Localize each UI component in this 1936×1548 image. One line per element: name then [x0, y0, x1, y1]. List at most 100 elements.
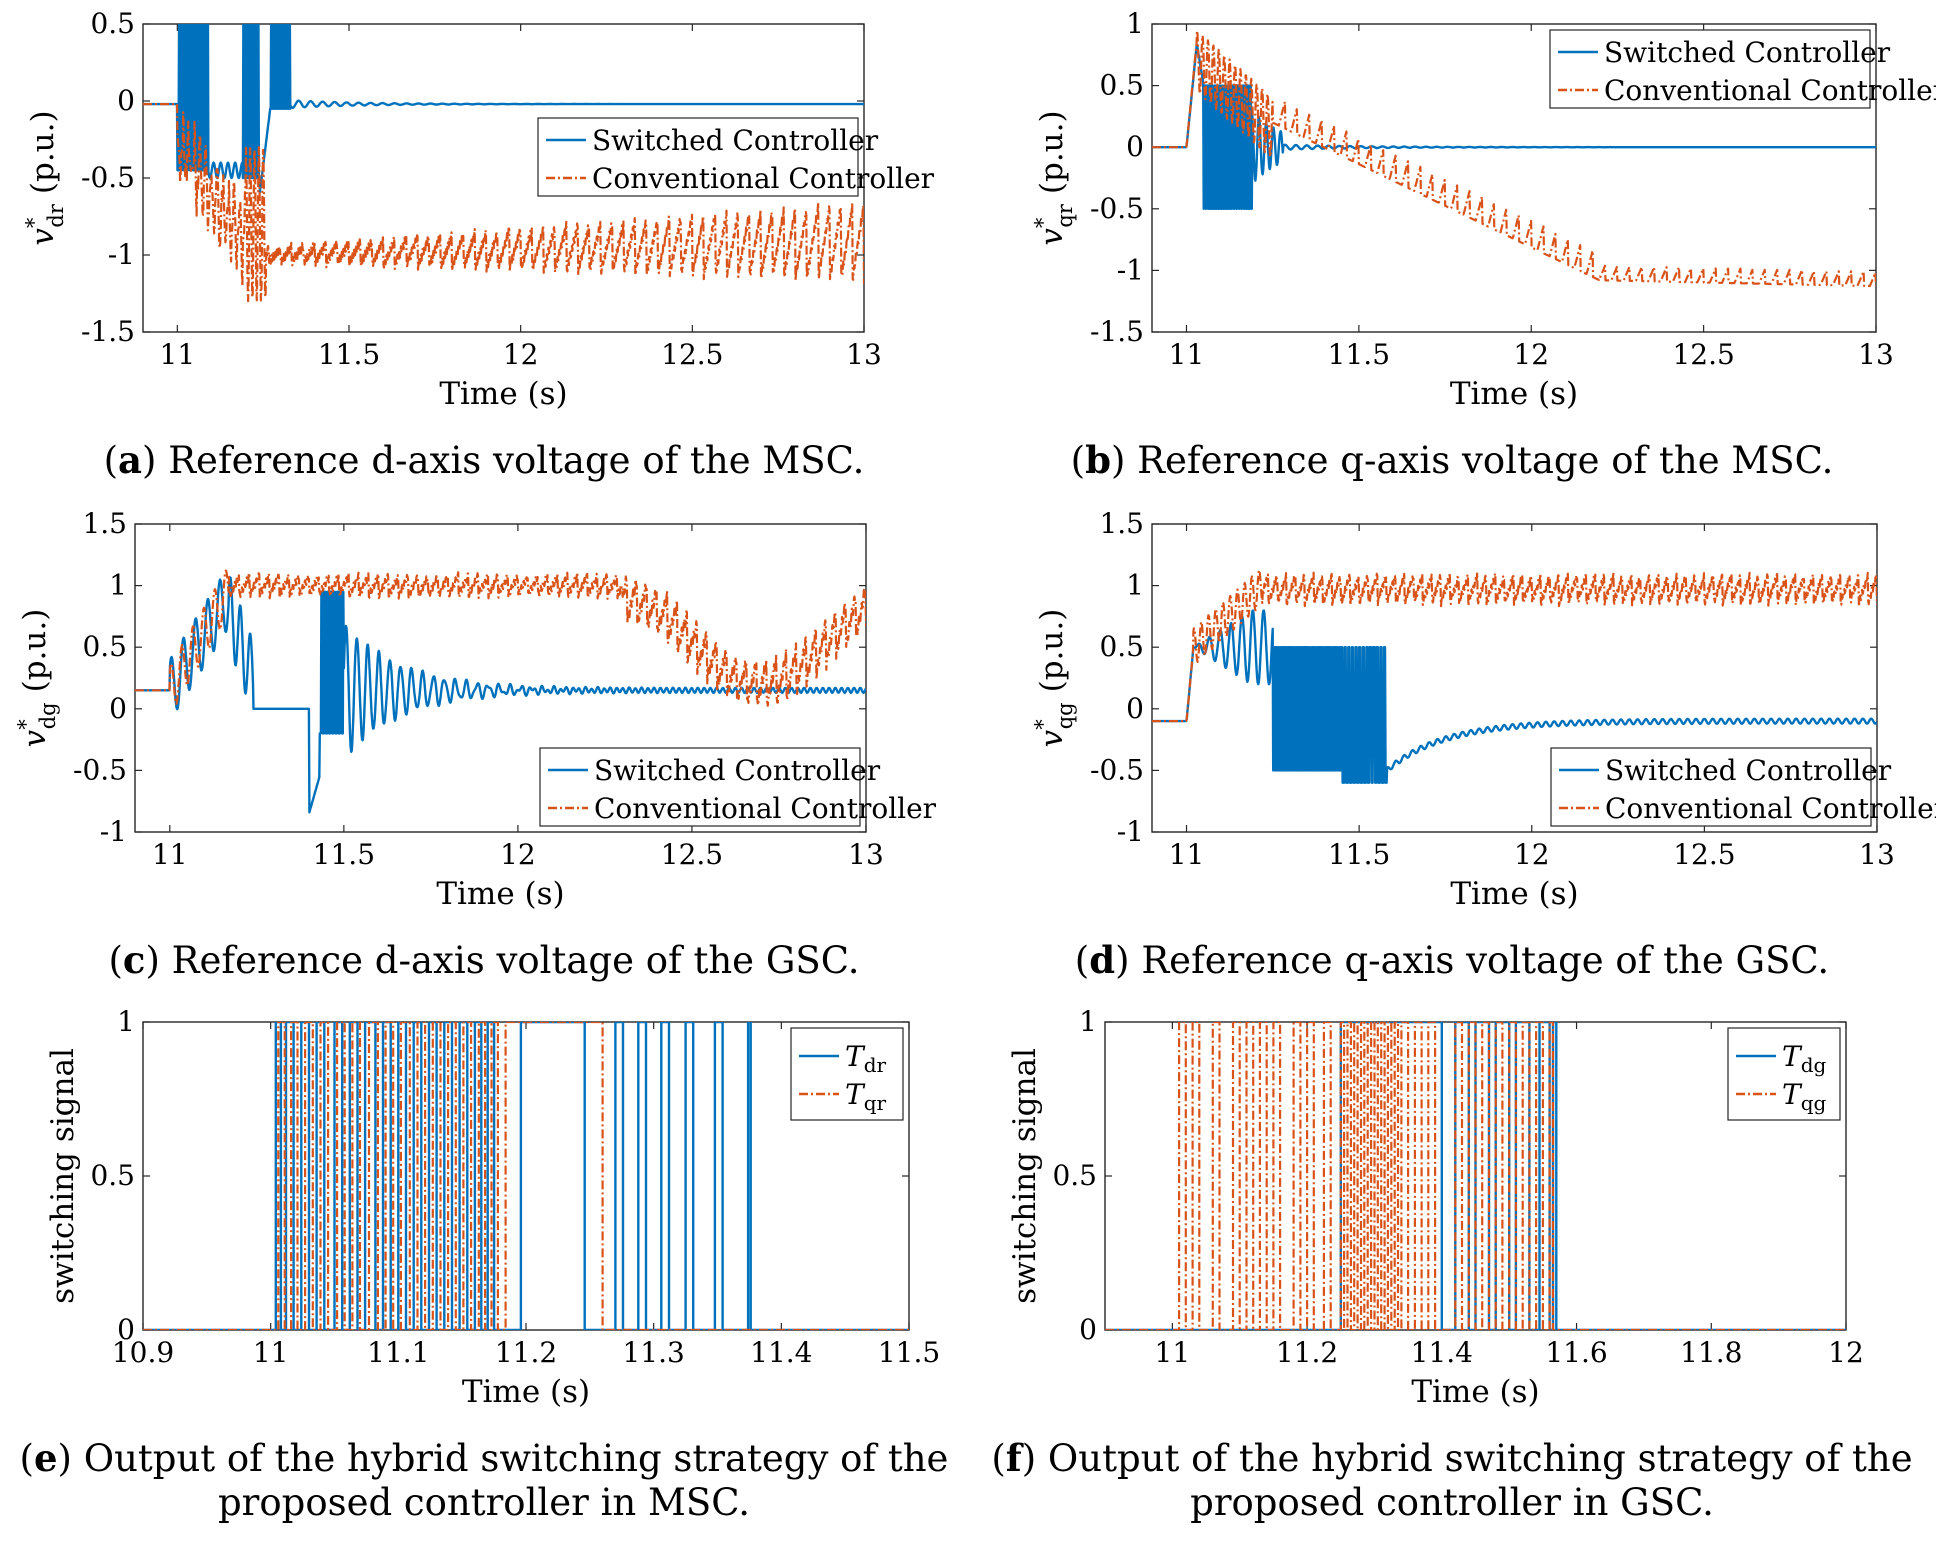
- x-tick-label: 11.5: [318, 338, 380, 371]
- x-tick-label: 11.5: [878, 1336, 940, 1369]
- x-tick-label: 10.9: [112, 1336, 174, 1369]
- legend-label: Conventional Controller: [1604, 74, 1936, 107]
- y-tick-label: -1: [1117, 253, 1144, 286]
- y-tick-label: -1: [1117, 815, 1144, 848]
- y-tick-label: 0.5: [1052, 1159, 1097, 1192]
- series-line-secondary: [135, 569, 866, 707]
- legend-label: Tdg: [1782, 1040, 1826, 1077]
- legend-label: Conventional Controller: [592, 162, 935, 195]
- y-axis-label: v*dr(p.u.): [22, 110, 68, 245]
- series-line-secondary: [1152, 29, 1876, 288]
- x-tick-label: 12.5: [661, 838, 723, 871]
- x-tick-label: 12: [1513, 338, 1549, 371]
- caption-f: (f) Output of the hybrid switching strat…: [991, 1436, 1913, 1524]
- y-tick-label: 0: [117, 1313, 135, 1346]
- y-tick-label: 1: [1126, 569, 1144, 602]
- x-tick-label: 11: [160, 338, 196, 371]
- x-tick-label: 11.3: [622, 1336, 684, 1369]
- x-axis-label: Time (s): [1450, 876, 1578, 912]
- y-tick-label: 0: [1126, 130, 1144, 163]
- legend-label: Switched Controller: [1604, 36, 1891, 69]
- legend-label: Switched Controller: [1605, 754, 1892, 787]
- x-tick-label: 11.5: [1328, 338, 1390, 371]
- series-line-primary: [135, 576, 866, 814]
- caption-c: (c) Reference d-axis voltage of the GSC.: [108, 938, 860, 982]
- legend-label: Switched Controller: [592, 124, 879, 157]
- x-tick-label: 11.2: [495, 1336, 557, 1369]
- chart-f: 11 11.2 11.4 11.6 11.8 12 0 0.5 1 Time (s) switchi…: [1007, 1005, 1864, 1410]
- legend: Switched Controller Conventional Controll…: [539, 747, 937, 827]
- y-tick-label: 0: [117, 84, 135, 117]
- y-tick-label: 0: [1126, 692, 1144, 725]
- legend: Switched Controller Conventional Controll…: [537, 117, 935, 197]
- plot-frame: [134, 523, 867, 833]
- x-tick-label: 13: [1859, 838, 1895, 871]
- caption-e: (e) Output of the hybrid switching strat…: [19, 1436, 949, 1524]
- legend-label: Tqg: [1782, 1078, 1826, 1115]
- x-tick-label: 11: [1155, 1336, 1191, 1369]
- y-tick-label: 0: [1079, 1313, 1097, 1346]
- x-tick-label: 12: [503, 338, 539, 371]
- series-line-secondary: [1152, 569, 1877, 723]
- x-tick-label: 12.5: [1673, 838, 1735, 871]
- x-tick-label: 11: [253, 1336, 289, 1369]
- x-tick-label: 11.6: [1545, 1336, 1607, 1369]
- x-tick-label: 11.5: [313, 838, 375, 871]
- legend-label: Conventional Controller: [594, 792, 937, 825]
- y-axis-label: switching signal: [1007, 1048, 1043, 1304]
- x-tick-label: 11.8: [1680, 1336, 1742, 1369]
- y-tick-label: -1.5: [81, 315, 135, 348]
- x-tick-label: 11: [1169, 338, 1205, 371]
- y-axis-label: v*qg(p.u.): [1031, 609, 1077, 748]
- y-tick-label: -1.5: [1090, 315, 1144, 348]
- y-tick-label: -0.5: [73, 753, 127, 786]
- legend-label: Tdr: [845, 1040, 886, 1077]
- legend-label: Switched Controller: [594, 754, 881, 787]
- x-tick-label: 11: [152, 838, 188, 871]
- y-tick-label: 0: [109, 692, 127, 725]
- chart-b: 11 11.5 12 12.5 13 -1.5 -1 -0.5 0 0.5 1 Time (s) v*q…: [1031, 7, 1936, 412]
- series-line-secondary: [143, 103, 864, 303]
- x-axis-label: Time (s): [439, 376, 567, 412]
- y-tick-label: 1.5: [82, 507, 127, 540]
- y-tick-label: 1: [1126, 7, 1144, 40]
- caption-d: (d) Reference q-axis voltage of the GSC.: [1074, 938, 1830, 982]
- x-tick-label: 13: [846, 338, 882, 371]
- x-tick-label: 12.5: [1672, 338, 1734, 371]
- x-tick-label: 11.4: [1411, 1336, 1473, 1369]
- chart-a: 11 11.5 12 12.5 13 -1.5 -1 -0.5 0 0.5 Time (s) v*dr…: [22, 7, 935, 412]
- y-tick-label: 1.5: [1099, 507, 1144, 540]
- y-axis-label: switching signal: [45, 1048, 81, 1304]
- x-tick-label: 13: [848, 838, 884, 871]
- x-tick-label: 12: [1514, 838, 1550, 871]
- y-axis-label: v*qr(p.u.): [1031, 110, 1077, 245]
- series-line-primary: [1152, 609, 1877, 784]
- y-tick-label: -1: [100, 815, 127, 848]
- x-tick-label: 11.5: [1328, 838, 1390, 871]
- chart-e: 10.9 11 11.1 11.2 11.3 11.4 11.5 0 0.5 1 Time (s) s…: [45, 1005, 940, 1410]
- y-tick-label: 0.5: [82, 630, 127, 663]
- x-tick-label: 11.2: [1276, 1336, 1338, 1369]
- y-tick-label: 1: [1079, 1005, 1097, 1038]
- x-tick-label: 12: [500, 838, 536, 871]
- caption-b: (b) Reference q-axis voltage of the MSC.: [1070, 438, 1834, 482]
- y-tick-label: -0.5: [81, 161, 135, 194]
- plot-frame: [1151, 23, 1877, 333]
- legend-label: Tqr: [845, 1078, 886, 1115]
- y-tick-label: 0.5: [1099, 69, 1144, 102]
- y-tick-label: 0.5: [90, 1159, 135, 1192]
- x-tick-label: 11.1: [367, 1336, 429, 1369]
- y-tick-label: 1: [109, 569, 127, 602]
- legend: Switched Controller Conventional Controll…: [1550, 747, 1936, 827]
- y-tick-label: 0.5: [1099, 630, 1144, 663]
- x-axis-label: Time (s): [436, 876, 564, 912]
- x-axis-label: Time (s): [462, 1374, 590, 1410]
- y-tick-label: -0.5: [1090, 753, 1144, 786]
- x-tick-label: 11.4: [750, 1336, 812, 1369]
- x-tick-label: 12: [1828, 1336, 1864, 1369]
